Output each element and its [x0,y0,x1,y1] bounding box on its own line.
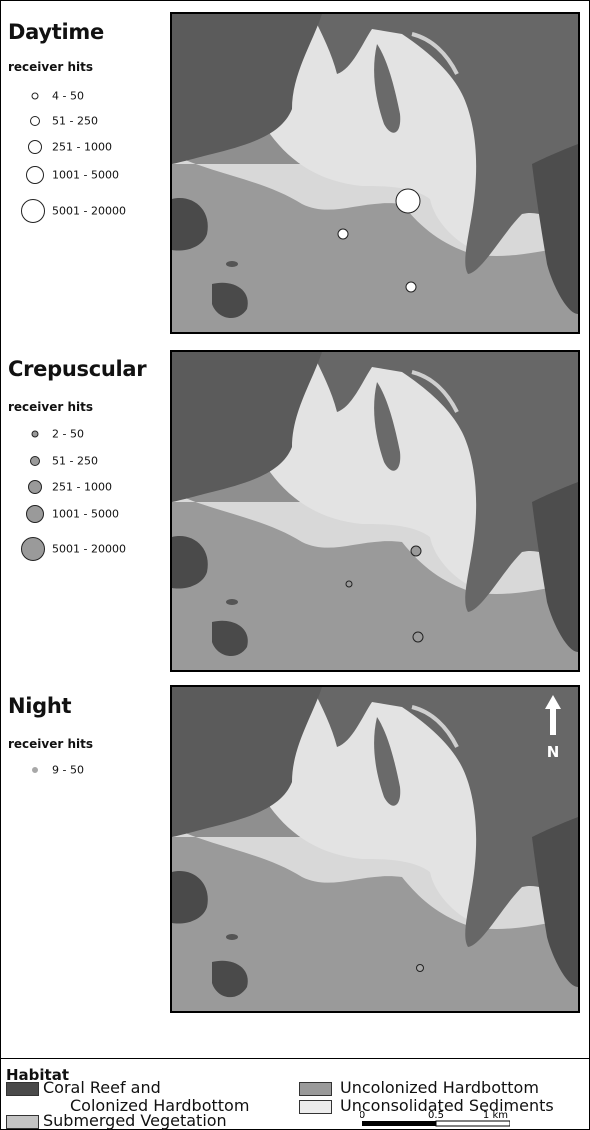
legend-title: receiver hits [8,400,94,414]
receiver-points [345,545,424,643]
legend-label: 51 - 250 [52,454,98,468]
map-crepuscular [170,350,580,672]
map-night: N [170,685,580,1013]
north-label: N [547,743,560,761]
legend-label: 251 - 1000 [52,140,112,154]
habitat-title: Habitat [6,1066,70,1084]
habitat-label-uncolonized-hardbottom: Uncolonized Hardbottom [340,1078,539,1097]
scale-segment-dark [362,1121,436,1126]
legend-symbol [32,767,38,773]
receiver-point [416,964,424,972]
habitat-map [172,14,578,332]
legend-symbol [26,166,44,184]
legend-symbol [30,116,40,126]
habitat-label-coral-reef: Coral Reef and [43,1078,161,1097]
scale-label-1km: 1 km [483,1110,508,1121]
habitat-label-submerged-vegetation: Submerged Vegetation [43,1111,227,1130]
receiver-points [337,188,421,293]
north-arrow: N [545,695,561,761]
receiver-point [412,631,424,643]
legend-label: 4 - 50 [52,89,84,103]
habitat-map [172,352,578,670]
scale-segment-light [435,1120,510,1127]
scale-label-half: 0.5 [428,1110,444,1121]
legend-title: receiver hits [8,60,94,74]
legend-item: 51 - 250 [8,451,168,471]
legend-label: 1001 - 5000 [52,168,119,182]
panel-title: Night [8,694,72,718]
legend-label: 5001 - 20000 [52,204,126,218]
legend-symbol [21,199,45,223]
receiver-point [345,580,353,588]
legend-label: 51 - 250 [52,114,98,128]
receiver-points [416,964,424,972]
map-daytime [170,12,580,334]
legend-symbol [31,430,39,438]
swatch-unconsolidated-sediments [299,1100,332,1114]
legend-item: 5001 - 20000 [8,537,168,561]
legend-symbol [28,140,42,154]
legend-item: 1001 - 5000 [8,165,168,185]
legend-item: 251 - 1000 [8,137,168,157]
legend-item: 251 - 1000 [8,477,168,497]
legend-item: 9 - 50 [8,760,168,780]
legend-symbol [28,480,42,494]
legend-title: receiver hits [8,737,94,751]
habitat-map: N [172,687,578,1011]
scale-label-0: 0 [360,1110,365,1121]
legend-label: 5001 - 20000 [52,542,126,556]
receiver-point [410,545,422,557]
panel-daytime: Daytime receiver hits 4 - 50 51 - 250 25… [0,0,590,340]
legend-item: 4 - 50 [8,86,168,106]
receiver-point [395,188,421,214]
legend-label: 2 - 50 [52,427,84,441]
legend-symbol [31,92,39,100]
legend-item: 51 - 250 [8,111,168,131]
habitat-label-unconsolidated-sediments: Unconsolidated Sediments [340,1096,554,1115]
legend-item: 5001 - 20000 [8,199,168,223]
legend-symbol [26,505,44,523]
divider [0,1058,590,1059]
scale-bar: 0 0.5 1 km [360,1110,510,1127]
legend-item: 1001 - 5000 [8,504,168,524]
legend-label: 9 - 50 [52,763,84,777]
swatch-submerged-vegetation [6,1115,39,1129]
legend-symbol [21,537,45,561]
legend-label: 251 - 1000 [52,480,112,494]
receiver-point [337,228,349,240]
legend-symbol [30,456,40,466]
habitat-label-coral-reef-line2: Colonized Hardbottom [70,1096,250,1115]
swatch-uncolonized-hardbottom [299,1082,332,1096]
panel-crepuscular: Crepuscular receiver hits 2 - 50 51 - 25… [0,340,590,680]
panel-title: Daytime [8,20,104,44]
legend-item: 2 - 50 [8,424,168,444]
swatch-coral-reef [6,1082,39,1096]
legend-label: 1001 - 5000 [52,507,119,521]
panel-night: Night receiver hits 9 - 50 N [0,680,590,1058]
panel-title: Crepuscular [8,357,147,381]
receiver-point [405,281,417,293]
